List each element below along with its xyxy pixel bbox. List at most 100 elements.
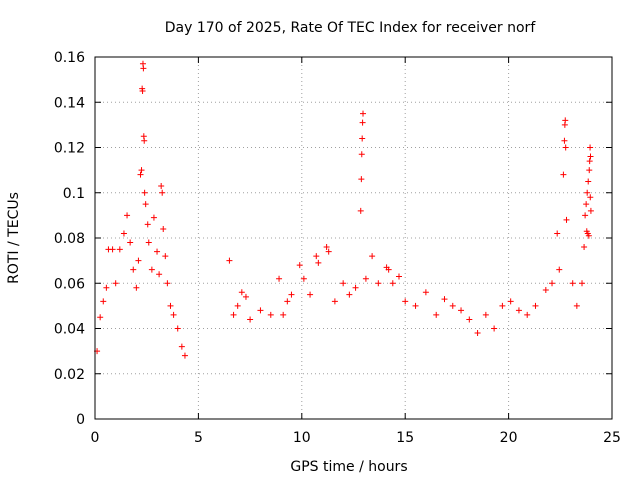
data-point: [174, 325, 181, 332]
data-point: [112, 280, 119, 287]
data-point: [359, 119, 366, 126]
data-point: [138, 167, 145, 174]
data-point: [144, 221, 151, 228]
data-point: [542, 287, 549, 294]
data-point: [449, 302, 456, 309]
data-point: [307, 291, 314, 298]
data-point: [142, 201, 149, 208]
x-tick-label: 20: [500, 430, 518, 446]
data-point: [130, 266, 137, 273]
data-point: [288, 291, 295, 298]
data-point: [257, 307, 264, 314]
data-point: [181, 352, 188, 359]
y-tick-label: 0.06: [54, 276, 85, 292]
y-tick-label: 0.04: [54, 322, 85, 338]
data-point: [145, 239, 152, 246]
data-point: [515, 307, 522, 314]
y-tick-label: 0.16: [54, 50, 85, 66]
data-point: [300, 275, 307, 282]
data-point: [162, 253, 169, 260]
data-point: [156, 271, 163, 278]
data-point: [556, 266, 563, 273]
data-point: [103, 284, 110, 291]
data-point: [154, 248, 161, 255]
data-point: [178, 343, 185, 350]
data-point: [127, 239, 134, 246]
data-point: [474, 330, 481, 337]
y-tick-label: 0.12: [54, 141, 85, 157]
data-point: [395, 273, 402, 280]
data-point: [482, 311, 489, 318]
data-point: [524, 311, 531, 318]
data-point: [433, 311, 440, 318]
data-point: [238, 289, 245, 296]
data-point: [141, 189, 148, 196]
data-point: [116, 246, 123, 253]
data-point: [160, 225, 167, 232]
data-point: [159, 189, 166, 196]
data-point: [569, 280, 576, 287]
data-points: [94, 60, 594, 359]
data-point: [170, 311, 177, 318]
data-point: [583, 228, 590, 235]
y-tick-label: 0.08: [54, 231, 85, 247]
data-point: [562, 117, 569, 124]
data-point: [412, 302, 419, 309]
data-point: [247, 316, 254, 323]
y-axis-label: ROTI / TECUs: [6, 192, 22, 284]
data-point: [562, 144, 569, 151]
data-point: [581, 244, 588, 251]
data-point: [560, 171, 567, 178]
data-point: [267, 311, 274, 318]
data-point: [109, 246, 116, 253]
data-point: [389, 280, 396, 287]
data-point: [124, 212, 131, 219]
data-point: [226, 257, 233, 264]
data-point: [230, 311, 237, 318]
x-tick-label: 25: [603, 430, 621, 446]
chart-title: Day 170 of 2025, Rate Of TEC Index for r…: [165, 20, 537, 36]
y-tick-label: 0.14: [54, 95, 85, 111]
data-point: [164, 280, 171, 287]
data-point: [284, 298, 291, 305]
data-point: [360, 110, 367, 117]
x-tick-label: 10: [293, 430, 311, 446]
data-point: [242, 293, 249, 300]
data-point: [313, 253, 320, 260]
data-point: [422, 289, 429, 296]
x-tick-label: 15: [396, 430, 414, 446]
data-point: [491, 325, 498, 332]
data-point: [587, 194, 594, 201]
data-point: [140, 65, 147, 72]
data-point: [296, 262, 303, 269]
data-point: [385, 266, 392, 273]
data-point: [499, 302, 506, 309]
data-point: [167, 302, 174, 309]
data-point: [141, 137, 148, 144]
data-point: [585, 178, 592, 185]
data-point: [587, 207, 594, 214]
data-point: [359, 135, 366, 142]
data-point: [276, 275, 283, 282]
data-point: [135, 257, 142, 264]
data-point: [579, 280, 586, 287]
y-tick-label: 0: [76, 412, 85, 428]
grid-lines: [95, 57, 612, 419]
y-tick-label: 0.02: [54, 367, 85, 383]
data-point: [120, 230, 127, 237]
data-point: [137, 171, 144, 178]
data-point: [323, 244, 330, 251]
data-point: [346, 291, 353, 298]
data-point: [325, 248, 332, 255]
data-point: [331, 298, 338, 305]
data-point: [375, 280, 382, 287]
data-point: [352, 284, 359, 291]
data-point: [586, 167, 593, 174]
data-point: [369, 253, 376, 260]
y-axis-ticks: 0 0.02 0.04 0.06 0.08 0.1 0.12 0.14 0.16: [54, 50, 612, 428]
data-point: [584, 189, 591, 196]
data-point: [150, 214, 157, 221]
data-point: [358, 176, 365, 183]
data-point: [573, 302, 580, 309]
